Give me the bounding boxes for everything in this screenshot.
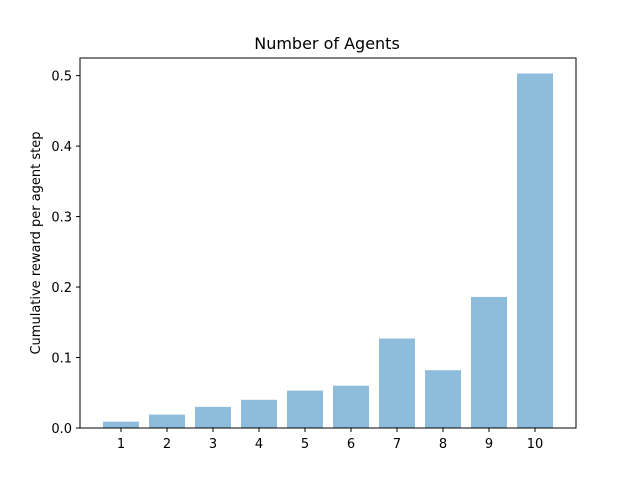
y-tick-label-0.0: 0.0: [51, 422, 72, 437]
bar-9: [471, 296, 507, 428]
bar-5: [287, 390, 323, 428]
x-tick-label-3: 3: [209, 437, 217, 452]
y-tick-label-0.4: 0.4: [51, 140, 72, 155]
y-tick-label-0.2: 0.2: [51, 281, 72, 296]
plot-frame: [79, 57, 577, 429]
bars-group: [103, 73, 553, 428]
x-tick-label-9: 9: [485, 437, 493, 452]
bar-1: [103, 421, 139, 428]
x-tick-label-4: 4: [255, 437, 263, 452]
bar-4: [241, 399, 277, 428]
x-axis-ticks: 1 2 3 4 5 6 7 8 9 10: [117, 428, 543, 452]
x-tick-label-1: 1: [117, 437, 125, 452]
x-tick-label-5: 5: [301, 437, 309, 452]
x-tick-label-6: 6: [347, 437, 355, 452]
y-axis-ticks: 0.0 0.1 0.2 0.3 0.4 0.5: [51, 70, 80, 437]
bar-7: [379, 338, 415, 428]
bar-6: [333, 385, 369, 428]
x-tick-label-7: 7: [393, 437, 401, 452]
x-tick-label-2: 2: [163, 437, 171, 452]
y-tick-label-0.5: 0.5: [51, 70, 72, 85]
chart-title: Number of Agents: [254, 34, 400, 53]
y-tick-label-0.1: 0.1: [51, 352, 72, 367]
y-axis-label: Cumulative reward per agent step: [29, 131, 44, 354]
bar-2: [149, 414, 185, 428]
bar-10: [517, 73, 553, 428]
x-tick-label-8: 8: [439, 437, 447, 452]
bar-8: [425, 370, 461, 428]
x-tick-label-10: 10: [527, 437, 544, 452]
bar-3: [195, 406, 231, 428]
y-tick-label-0.3: 0.3: [51, 211, 72, 226]
